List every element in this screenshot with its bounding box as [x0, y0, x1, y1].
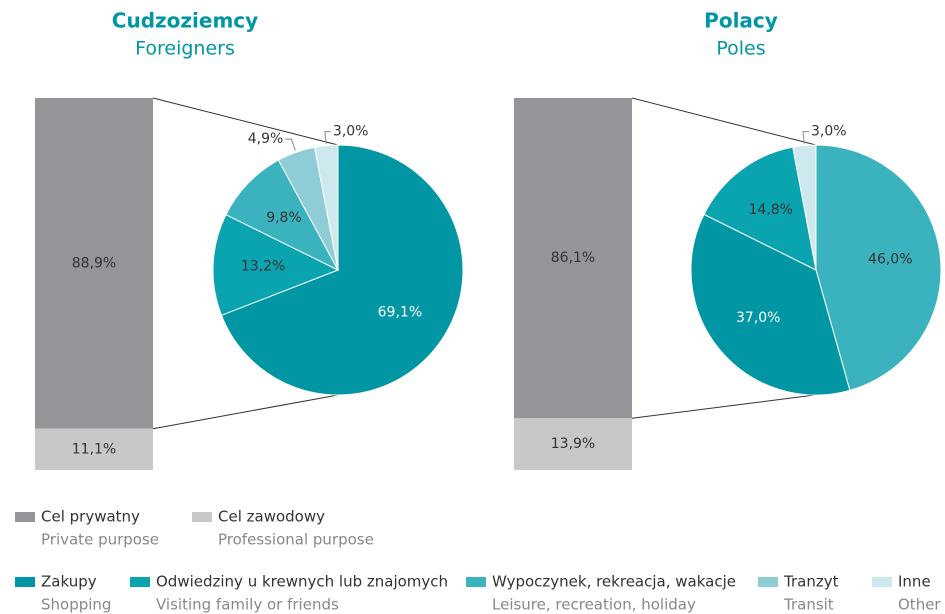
- pie-label: 37,0%: [736, 310, 780, 326]
- bar-segment: [514, 98, 632, 419]
- legend-swatch: [192, 512, 212, 522]
- pie-slice: [703, 146, 817, 271]
- legend-translation: Professional purpose: [218, 531, 374, 549]
- pie-label: 69,1%: [378, 304, 422, 320]
- bar-segment: [35, 428, 153, 470]
- pie-slice: [792, 144, 817, 271]
- pie-slice: [225, 159, 340, 272]
- legend-translation: Visiting family or friends: [156, 596, 339, 614]
- bar-label: 88,9%: [72, 255, 116, 271]
- legend-label: Wypoczynek, rekreacja, wakacje: [492, 573, 736, 591]
- connector: [152, 394, 339, 430]
- chart-subtitle: Foreigners: [135, 38, 235, 60]
- pie-slice: [220, 144, 464, 396]
- pie-label: 14,8%: [748, 202, 792, 218]
- leader-line: [285, 138, 296, 151]
- chart-subtitle: Poles: [716, 38, 765, 60]
- legend-label: Cel prywatny: [41, 508, 140, 526]
- legend-label: Odwiedziny u krewnych lub znajomych: [156, 573, 448, 591]
- legend-swatch: [872, 577, 892, 587]
- legend-translation: Shopping: [41, 596, 111, 614]
- pie-label: 46,0%: [868, 252, 912, 268]
- pie-label: 3,0%: [333, 124, 369, 140]
- chart-title: Cudzoziemcy: [112, 9, 258, 33]
- pie-label: 3,0%: [811, 124, 847, 140]
- bar-segment: [35, 98, 153, 429]
- chart-title: Polacy: [704, 9, 778, 33]
- legend-translation: Transit: [783, 596, 834, 614]
- bar-label: 13,9%: [551, 436, 595, 452]
- connector: [631, 390, 847, 419]
- pie-slice: [815, 144, 942, 391]
- pie-slice: [212, 213, 340, 316]
- legend-translation: Other: [898, 596, 941, 614]
- legend-swatch: [15, 512, 35, 522]
- leader-line: [802, 131, 810, 144]
- legend-translation: Private purpose: [41, 531, 159, 549]
- legend-label: Cel zawodowy: [218, 508, 325, 526]
- pie-label: 9,8%: [266, 210, 302, 226]
- legend-translation: Leisure, recreation, holiday: [492, 596, 696, 614]
- pie-label: 13,2%: [241, 259, 285, 275]
- connector: [152, 97, 339, 146]
- legend-swatch: [466, 577, 486, 587]
- legend-swatch: [15, 577, 35, 587]
- legend-label: Inne: [898, 573, 931, 591]
- legend-label: Zakupy: [41, 573, 97, 591]
- pie-slice: [313, 144, 339, 271]
- bar-label: 11,1%: [72, 441, 116, 457]
- leader-line: [324, 131, 331, 144]
- legend-label: Tranzyt: [783, 573, 839, 591]
- pie-label: 4,9%: [248, 131, 284, 147]
- legend-swatch: [758, 577, 778, 587]
- connector: [631, 97, 817, 146]
- bar-segment: [514, 418, 632, 470]
- bar-label: 86,1%: [551, 250, 595, 266]
- legend-swatch: [130, 577, 150, 587]
- pie-slice: [690, 213, 851, 396]
